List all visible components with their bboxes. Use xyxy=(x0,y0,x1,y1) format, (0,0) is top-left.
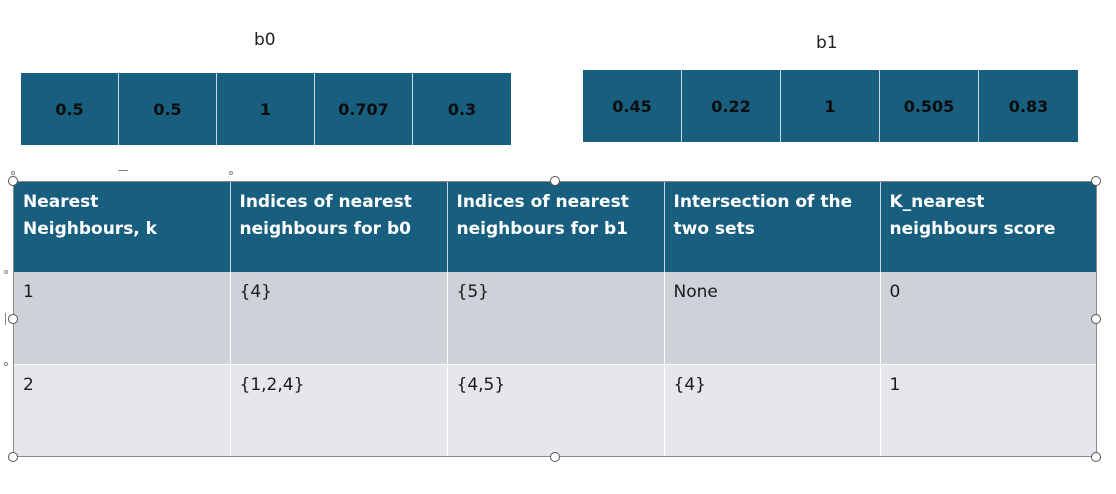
vector-b0-cell: 0.5 xyxy=(21,73,119,145)
resize-handle-bottom-middle[interactable] xyxy=(550,452,560,462)
vector-b0-cell: 0.5 xyxy=(119,73,217,145)
header-indices-b0[interactable]: Indices of nearest neighbours for b0 xyxy=(230,182,448,272)
table-cell[interactable]: {5} xyxy=(447,272,665,365)
table-cell[interactable]: 1 xyxy=(880,364,1097,456)
resize-handle-bottom-right[interactable] xyxy=(1091,452,1101,462)
table-cell[interactable]: None xyxy=(664,272,881,365)
vector-b1-row: 0.45 0.22 1 0.505 0.83 xyxy=(583,70,1078,142)
vector-b0-cell: 0.3 xyxy=(413,73,511,145)
resize-handle-top-left[interactable] xyxy=(8,176,18,186)
vector-b0-cell: 0.707 xyxy=(315,73,413,145)
header-intersection[interactable]: Intersection of the two sets xyxy=(664,182,881,272)
resize-handle-middle-left[interactable] xyxy=(8,314,18,324)
header-nearest-neighbours-k[interactable]: Nearest Neighbours, k xyxy=(14,182,231,272)
table-cell[interactable]: {4} xyxy=(664,364,881,456)
table-row: 1 {4} {5} None 0 xyxy=(14,272,1097,365)
vector-b0-label: b0 xyxy=(254,30,276,50)
stray-dot-marker xyxy=(4,362,8,366)
stray-dash-marker xyxy=(118,170,128,171)
vector-b1-cell: 0.22 xyxy=(682,70,781,142)
table-header-row: Nearest Neighbours, k Indices of nearest… xyxy=(14,182,1097,272)
header-knn-score[interactable]: K_nearest neighbours score xyxy=(880,182,1097,272)
knn-table[interactable]: Nearest Neighbours, k Indices of nearest… xyxy=(14,182,1097,456)
stray-dot-marker xyxy=(11,171,15,175)
vector-b0-row: 0.5 0.5 1 0.707 0.3 xyxy=(21,73,511,145)
table-cell[interactable]: 0 xyxy=(880,272,1097,365)
table-cell[interactable]: {4} xyxy=(230,272,448,365)
resize-handle-top-middle[interactable] xyxy=(550,176,560,186)
table-cell[interactable]: {1,2,4} xyxy=(230,364,448,456)
vector-b1-label: b1 xyxy=(816,33,838,53)
resize-handle-top-right[interactable] xyxy=(1091,176,1101,186)
vector-b0-cell: 1 xyxy=(217,73,315,145)
table-cell[interactable]: {4,5} xyxy=(447,364,665,456)
resize-handle-middle-right[interactable] xyxy=(1091,314,1101,324)
header-indices-b1[interactable]: Indices of nearest neighbours for b1 xyxy=(447,182,665,272)
table-cell[interactable]: 2 xyxy=(14,364,231,456)
vector-b1-cell: 0.505 xyxy=(880,70,979,142)
stray-dot-marker xyxy=(229,171,233,175)
vector-b1-cell: 0.45 xyxy=(583,70,682,142)
vector-b1-cell: 0.83 xyxy=(979,70,1078,142)
table-row: 2 {1,2,4} {4,5} {4} 1 xyxy=(14,364,1097,456)
vector-b1-cell: 1 xyxy=(781,70,880,142)
stray-dot-marker xyxy=(4,270,8,274)
resize-handle-bottom-left[interactable] xyxy=(8,452,18,462)
stray-tick-marker xyxy=(5,313,6,325)
header-indices-b0-label: Indices of nearest neighbours for b0 xyxy=(239,192,412,239)
table-cell[interactable]: 1 xyxy=(14,272,231,365)
